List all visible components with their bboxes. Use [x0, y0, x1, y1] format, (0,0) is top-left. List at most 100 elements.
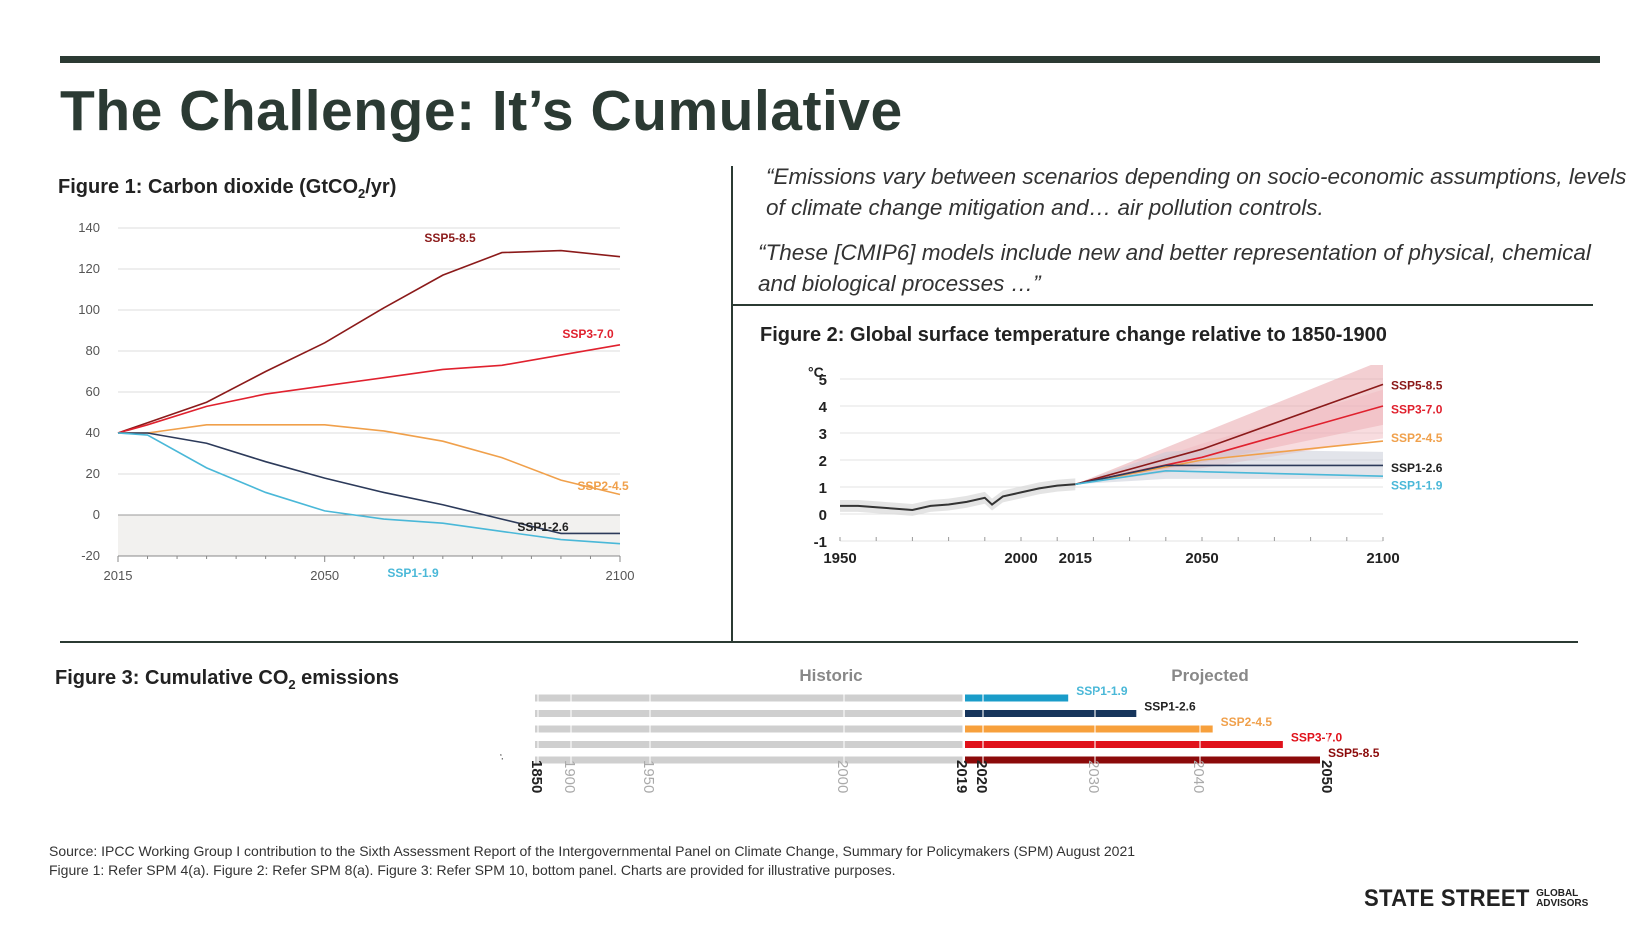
series-label: SSP1-1.9 — [387, 566, 439, 580]
top-rule — [60, 56, 1600, 63]
quote-cmip6: “These [CMIP6] models include new and be… — [758, 240, 1591, 296]
logo-subtext: GLOBAL ADVISORS — [1536, 889, 1588, 909]
y-tick-label: 0 — [819, 507, 827, 524]
series-line-ssp2-4.5 — [118, 424, 621, 496]
source-line-1: Source: IPCC Working Group I contributio… — [49, 843, 1136, 859]
page-title: The Challenge: It’s Cumulative — [60, 79, 903, 143]
series-label: SSP2-4.5 — [1391, 431, 1443, 445]
uncertainty-band-ssp5-8.5 — [1075, 365, 1383, 485]
time-axis-label: time — [500, 753, 505, 781]
time-tick-label: 1850 — [528, 760, 545, 793]
historic-bar — [535, 741, 963, 748]
y-tick-label: 1 — [819, 480, 827, 497]
y-tick-label: 20 — [86, 466, 100, 481]
y-tick-label: -20 — [81, 548, 100, 563]
x-tick-label: 2050 — [1185, 550, 1218, 567]
series-label: SSP3-7.0 — [562, 327, 614, 341]
logo-wordmark: STATE STREET — [1364, 885, 1530, 912]
quote-emissions: “Emissions vary between scenarios depend… — [766, 164, 1627, 220]
time-tick-label: 2020 — [973, 760, 990, 793]
y-tick-label: 2 — [819, 453, 827, 470]
x-tick-label: 2015 — [1059, 550, 1092, 567]
time-tick-label: 2000 — [834, 760, 851, 793]
y-unit-label: °C — [808, 365, 824, 380]
historic-label: Historic — [799, 666, 862, 685]
series-line-ssp1-2.6 — [1075, 464, 1383, 486]
series-label: SSP2-4.5 — [577, 479, 629, 493]
projected-bar-ssp5-8.5 — [965, 756, 1320, 764]
projected-bar-ssp1-2.6 — [965, 710, 1137, 717]
series-label: SSP1-1.9 — [1391, 478, 1443, 492]
x-tick-label: 2050 — [310, 568, 339, 583]
y-tick-label: 100 — [78, 302, 100, 317]
figure1-title: Figure 1: Carbon dioxide (GtCO2/yr) — [58, 176, 396, 201]
y-tick-label: 60 — [86, 384, 100, 399]
time-tick-label: 2050 — [1318, 760, 1335, 793]
source-line-2: Figure 1: Refer SPM 4(a). Figure 2: Refe… — [49, 862, 896, 878]
series-line-ssp5-8.5 — [117, 249, 621, 434]
logo-subtext-global: GLOBAL — [1536, 888, 1579, 899]
figure2-title: Figure 2: Global surface temperature cha… — [760, 324, 1387, 346]
projected-bar-ssp1-1.9 — [965, 694, 1069, 702]
y-tick-label: 120 — [78, 261, 100, 276]
historic-bar — [535, 710, 963, 717]
x-tick-label: 1950 — [823, 550, 856, 567]
source-note: Source: IPCC Working Group I contributio… — [49, 842, 1135, 880]
series-label: SSP5-8.5 — [1328, 746, 1380, 760]
time-tick-label: 1950 — [640, 760, 657, 793]
x-tick-label: 2015 — [104, 568, 133, 583]
figure1-title-text: Figure 1: Carbon dioxide (GtCO — [58, 176, 359, 198]
projected-bar-ssp3-7.0 — [965, 741, 1283, 748]
y-tick-label: 80 — [86, 343, 100, 358]
figure3-title-text: Figure 3: Cumulative CO — [55, 667, 289, 689]
y-tick-label: -1 — [814, 534, 827, 551]
x-tick-label: 2000 — [1004, 550, 1037, 567]
series-line-ssp5-8.5 — [1075, 383, 1384, 486]
series-label: SSP1-1.9 — [1076, 684, 1128, 698]
series-line-ssp1-1.9 — [1075, 469, 1384, 486]
historic-bar — [535, 756, 963, 764]
y-tick-label: 5 — [819, 372, 827, 389]
series-label: SSP1-2.6 — [1144, 700, 1196, 714]
historic-bar — [535, 725, 963, 733]
bottom-divider — [60, 641, 1578, 643]
y-tick-label: 4 — [819, 399, 828, 416]
time-tick-label: 1900 — [561, 760, 578, 793]
vertical-divider — [731, 166, 733, 641]
y-tick-label: 140 — [78, 220, 100, 235]
x-tick-label: 2100 — [1366, 550, 1399, 567]
series-line-ssp1-1.9 — [117, 432, 621, 545]
x-tick-label: 2100 — [606, 568, 635, 583]
time-tick-label: 2030 — [1085, 760, 1102, 793]
series-line-ssp3-7.0 — [117, 344, 621, 434]
projected-bar-ssp2-4.5 — [965, 725, 1213, 733]
projected-label: Projected — [1171, 666, 1248, 685]
figure3-title-rest: emissions — [295, 667, 399, 689]
series-label: SSP2-4.5 — [1221, 715, 1273, 729]
time-tick-label: 2040 — [1190, 760, 1207, 793]
series-label: SSP5-8.5 — [1391, 378, 1443, 392]
series-line-ssp1-2.6 — [118, 432, 620, 535]
series-label: SSP5-8.5 — [424, 231, 476, 245]
state-street-logo: STATE STREET GLOBAL ADVISORS — [1364, 885, 1588, 913]
figure1-title-subscript: 2 — [358, 186, 366, 201]
series-label: SSP3-7.0 — [1291, 731, 1343, 745]
uncertainty-band-ssp1-2.6 — [1075, 449, 1383, 485]
figure3-title-subscript: 2 — [288, 677, 296, 692]
figure3-title: Figure 3: Cumulative CO2 emissions — [55, 667, 399, 692]
series-label: SSP1-2.6 — [1391, 461, 1443, 475]
historical-band — [840, 478, 1076, 516]
historic-bar — [535, 694, 963, 702]
series-label: SSP3-7.0 — [1391, 403, 1443, 417]
y-tick-label: 3 — [819, 426, 827, 443]
time-tick-label: 2019 — [953, 760, 970, 793]
logo-subtext-advisors: ADVISORS — [1536, 898, 1589, 909]
y-tick-label: 0 — [93, 507, 100, 522]
series-label: SSP1-2.6 — [517, 520, 569, 534]
right-divider — [733, 304, 1593, 306]
figure1-title-unit: /yr) — [365, 176, 397, 198]
figure1-chart: 140 120 100 80 60 40 20 0 -20 2015 2050 2100 SSP5-8.… — [78, 220, 635, 583]
y-tick-label: 40 — [86, 425, 100, 440]
figure3-chart: Historic Projected SSP1-1.9 SSP1-2.6 SSP2-4.… — [500, 666, 1380, 793]
